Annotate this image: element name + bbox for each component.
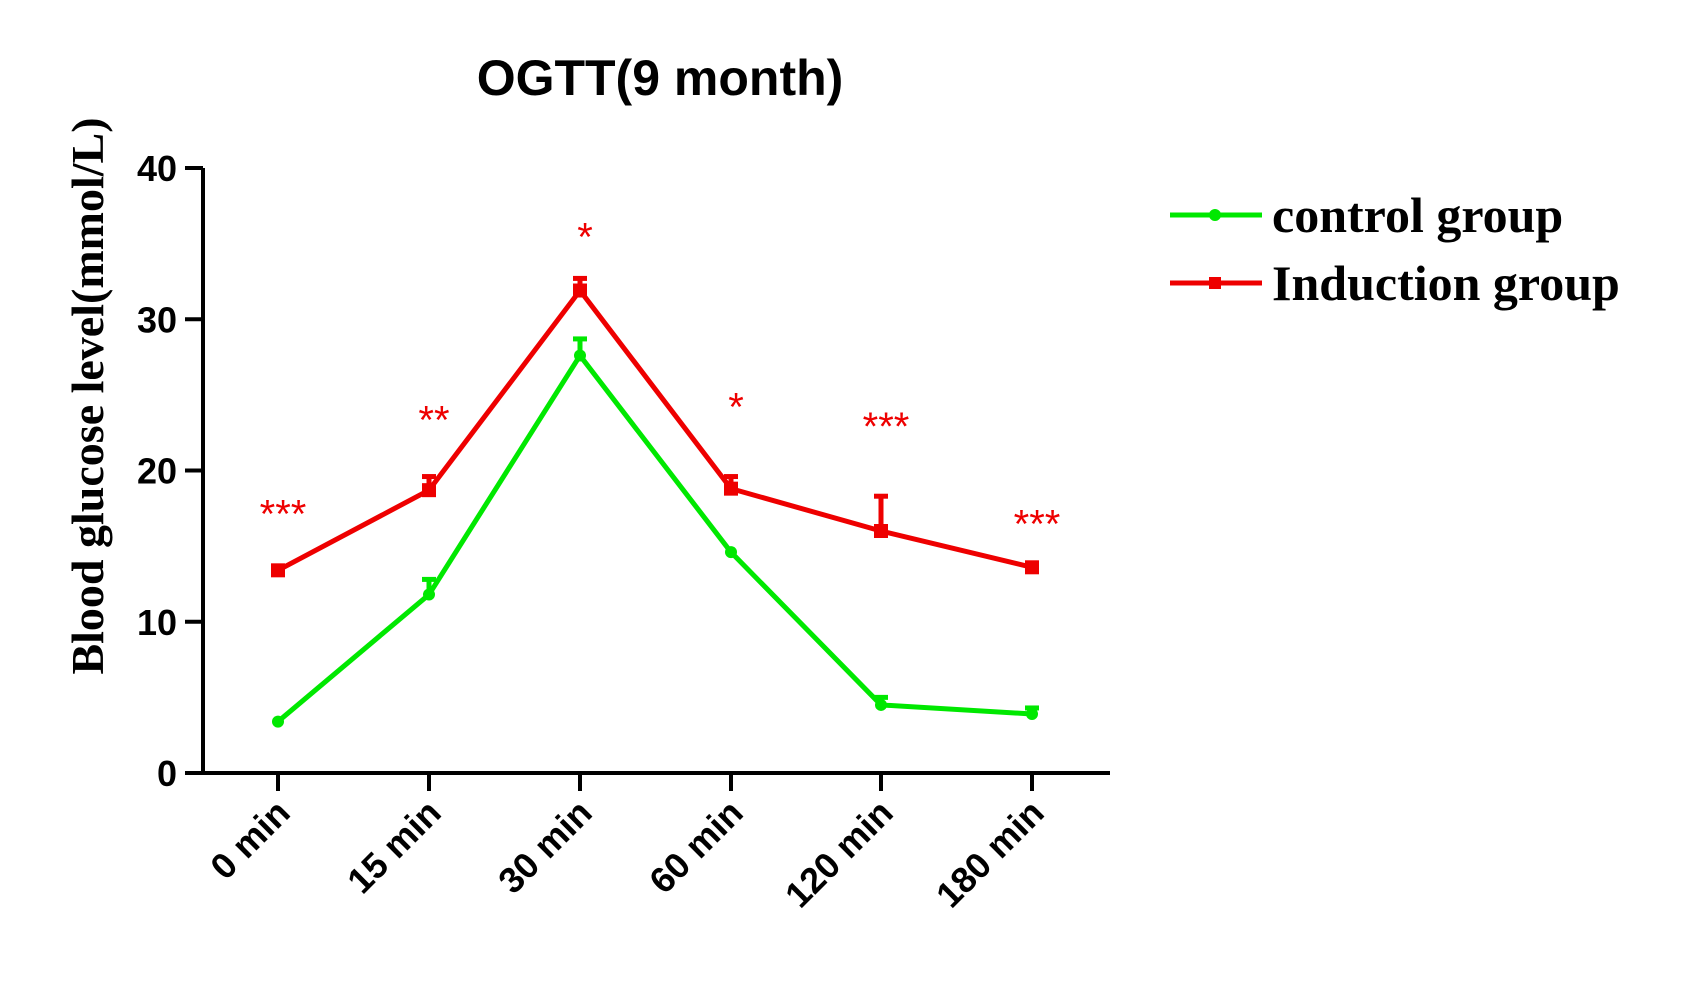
data-point [573, 283, 587, 298]
y-tick-label: 20 [137, 451, 177, 492]
significance-label: ** [418, 399, 449, 443]
x-tick-label: 0 min [202, 792, 297, 887]
legend: control group Induction group [1170, 187, 1620, 311]
data-point [423, 588, 435, 601]
significance-label: *** [260, 492, 307, 536]
x-tick-label: 15 min [339, 792, 449, 902]
x-tick-label: 30 min [490, 792, 600, 902]
series-2 [271, 275, 1039, 578]
significance-label: * [577, 215, 593, 259]
significance-label: * [728, 386, 744, 430]
legend-label: control group [1272, 187, 1563, 243]
significance-label: *** [863, 405, 910, 449]
data-point [725, 546, 737, 559]
series-layer [271, 275, 1039, 728]
legend-label: Induction group [1272, 255, 1620, 311]
y-tick-label: 40 [137, 148, 177, 189]
legend-marker [1209, 277, 1221, 289]
data-point [1025, 560, 1039, 575]
series-line [276, 288, 1033, 573]
data-point [874, 524, 888, 538]
series-1 [272, 336, 1039, 728]
y-tick-label: 30 [137, 299, 177, 340]
x-tick-label: 120 min [777, 792, 901, 916]
significance-label: *** [1014, 502, 1061, 546]
y-tick-label: 0 [157, 753, 177, 794]
legend-item: control group [1170, 187, 1563, 243]
y-axis-label: Blood glucose level(mmol/L) [62, 117, 113, 674]
data-point [272, 715, 284, 728]
x-tick-label: 180 min [928, 792, 1052, 916]
data-point [1026, 708, 1038, 721]
y-tick-label: 10 [137, 602, 177, 643]
data-point [574, 349, 586, 362]
x-tick-label: 60 min [641, 792, 751, 902]
data-point [724, 481, 738, 496]
data-point [271, 563, 285, 578]
data-point [875, 698, 887, 711]
series-line [276, 353, 1033, 724]
legend-marker [1209, 209, 1221, 221]
data-point [422, 483, 436, 498]
legend-item: Induction group [1170, 255, 1620, 311]
significance-layer: ******* ****** [260, 215, 1061, 546]
chart-title: OGTT(9 month) [477, 50, 844, 106]
